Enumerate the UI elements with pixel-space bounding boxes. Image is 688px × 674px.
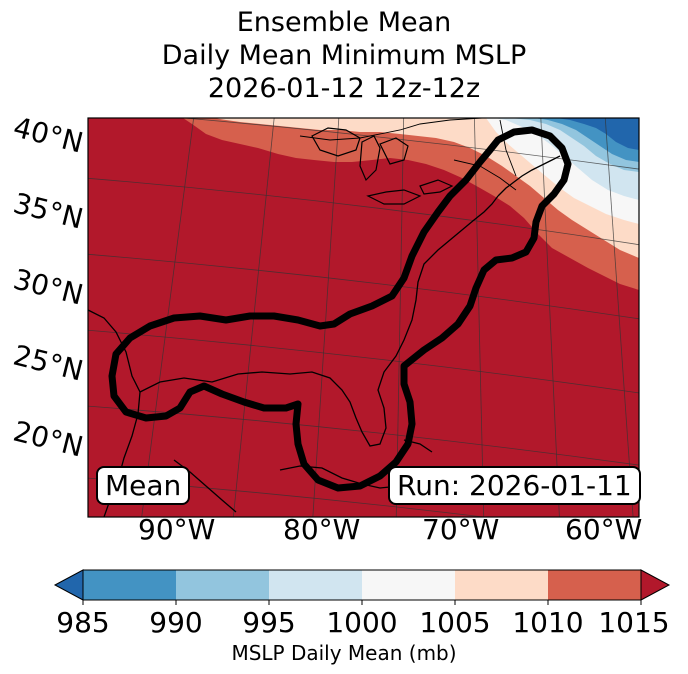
map-frame [87, 117, 640, 518]
colorbar-bin-995-1000 [269, 570, 362, 600]
lon-label-90w: 90°W [138, 513, 216, 546]
colorbar-tick-1015: 1015 [598, 606, 670, 639]
lon-label-60w: 60°W [565, 513, 643, 546]
colorbar-tick-985: 985 [56, 606, 110, 639]
colorbar [53, 569, 671, 605]
borders [299, 118, 517, 191]
contour-outline [108, 126, 572, 492]
great-lakes [311, 127, 454, 205]
colorbar-bin-990-995 [176, 570, 269, 600]
colorbar-tick-1005: 1005 [419, 606, 491, 639]
colorbar-bin-985-990 [83, 570, 176, 600]
title-line-3: 2026-01-12 12z-12z [207, 73, 481, 104]
colorbar-tick-990: 990 [149, 606, 203, 639]
map-area [88, 118, 639, 517]
lon-label-70w: 70°W [422, 513, 500, 546]
panel-label-run: Run: 2026-01-11 [388, 466, 641, 505]
panel-label-mean: Mean [96, 466, 191, 505]
colorbar-bin-1000-1005 [362, 570, 455, 600]
colorbar-bin-1005-1010 [455, 570, 548, 600]
colorbar-bin-1010-1015 [548, 570, 641, 600]
colorbar-extend-over [640, 569, 671, 601]
title-line-2: Daily Mean Minimum MSLP [161, 40, 527, 71]
colorbar-tick-1010: 1010 [512, 606, 584, 639]
colorbar-label: MSLP Daily Mean (mb) [231, 641, 457, 665]
colorbar-extend-under [53, 569, 84, 601]
pressure-field-under-985 [556, 118, 639, 150]
colorbar-tick-1000: 1000 [326, 606, 398, 639]
title-line-1: Ensemble Mean [236, 7, 452, 38]
lon-label-80w: 80°W [283, 513, 361, 546]
colorbar-tick-995: 995 [242, 606, 296, 639]
